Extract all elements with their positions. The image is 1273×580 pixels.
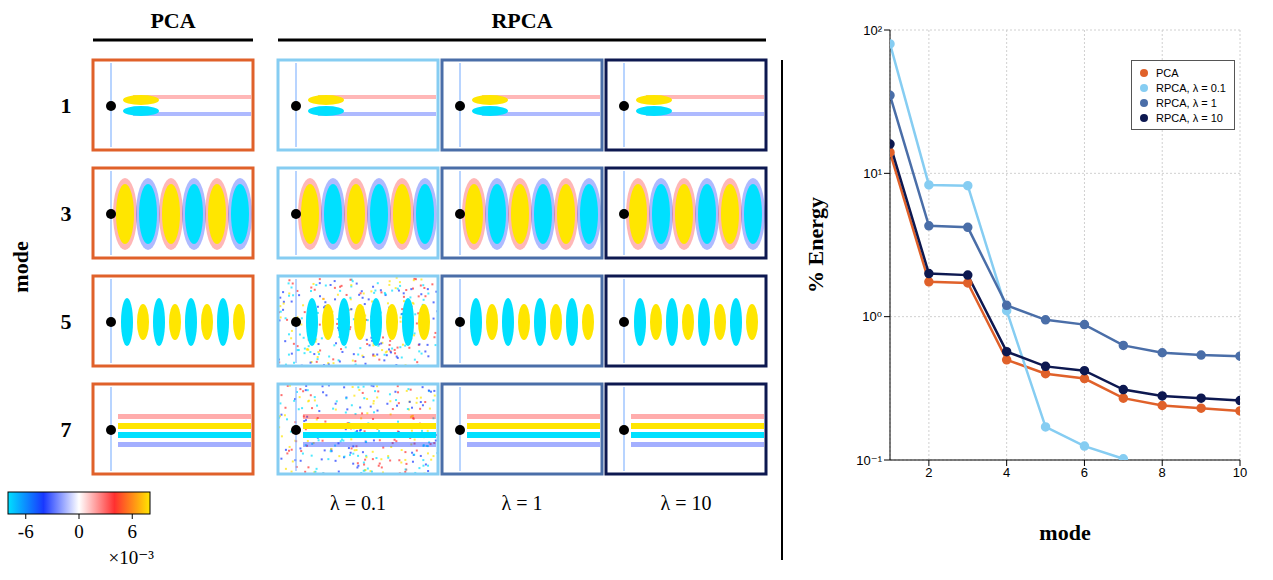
svg-text:3: 3 (61, 201, 72, 226)
svg-text:λ = 1: λ = 1 (502, 492, 543, 514)
svg-text:6: 6 (128, 521, 138, 542)
svg-text:8: 8 (1159, 465, 1166, 480)
html-text:RPCA, λ = 10: RPCA, λ = 10 (1156, 111, 1223, 124)
html-text:RPCA, λ = 1: RPCA, λ = 1 (1156, 96, 1217, 109)
svg-text:1: 1 (61, 93, 72, 118)
svg-text:10¹: 10¹ (863, 166, 882, 181)
svg-text:7: 7 (61, 417, 72, 442)
svg-text:10²: 10² (863, 23, 882, 38)
svg-text:10: 10 (1233, 465, 1247, 480)
svg-text:PCA: PCA (150, 8, 195, 33)
svg-text:mode: mode (1039, 520, 1091, 545)
svg-text:-6: -6 (18, 521, 34, 542)
svg-text:×10⁻³: ×10⁻³ (109, 547, 155, 568)
svg-text:RPCA: RPCA (491, 8, 552, 33)
svg-text:0: 0 (74, 521, 84, 542)
svg-text:6: 6 (1081, 465, 1088, 480)
svg-text:mode: mode (8, 241, 33, 293)
svg-text:4: 4 (1003, 465, 1010, 480)
svg-text:% Energy: % Energy (803, 197, 828, 293)
svg-text:10⁻¹: 10⁻¹ (856, 453, 882, 468)
svg-text:2: 2 (925, 465, 932, 480)
svg-text:λ = 10: λ = 10 (661, 492, 712, 514)
svg-text:5: 5 (61, 309, 72, 334)
svg-text:10⁰: 10⁰ (862, 309, 882, 324)
html-text:PCA: PCA (1156, 66, 1179, 79)
html-text:RPCA, λ = 0.1: RPCA, λ = 0.1 (1156, 81, 1226, 94)
svg-text:λ = 0.1: λ = 0.1 (330, 492, 386, 514)
